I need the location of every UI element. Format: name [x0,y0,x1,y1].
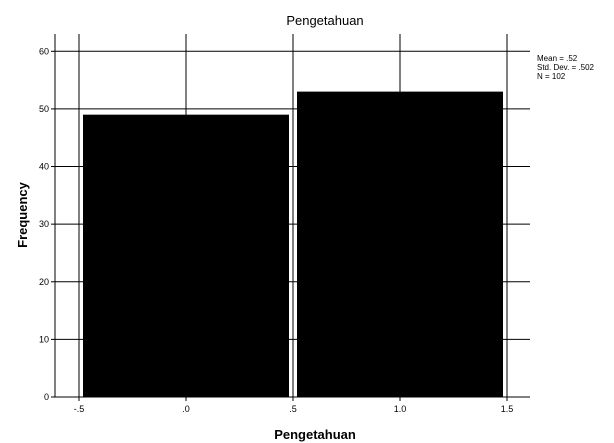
y-tick-label: 30 [39,219,49,229]
x-tick-label: .0 [182,404,190,414]
stats-mean: Mean = .52 [537,54,578,63]
stats-n: N = 102 [537,72,566,81]
y-tick-label: 20 [39,277,49,287]
stats-box: Mean = .52 Std. Dev. = .502 N = 102 [537,54,595,81]
x-tick-label: .5 [289,404,297,414]
x-tick-label: 1.5 [501,404,514,414]
plot-area: 0 10 20 30 40 50 60 -.5 .0 .5 1.0 1.5 [39,34,530,414]
x-tick-label: 1.0 [394,404,407,414]
chart-title: Pengetahuan [286,13,363,28]
y-tick-label: 50 [39,104,49,114]
histogram-bar [297,91,503,397]
x-tick-label: -.5 [74,404,85,414]
y-tick-label: 0 [44,392,49,402]
y-axis-label: Frequency [15,181,30,248]
y-tick-label: 40 [39,162,49,172]
y-tick-label: 10 [39,334,49,344]
y-tick-label: 60 [39,46,49,56]
x-axis-label: Pengetahuan [274,427,356,442]
histogram-bar [83,114,289,398]
stats-std-dev: Std. Dev. = .502 [537,63,595,72]
